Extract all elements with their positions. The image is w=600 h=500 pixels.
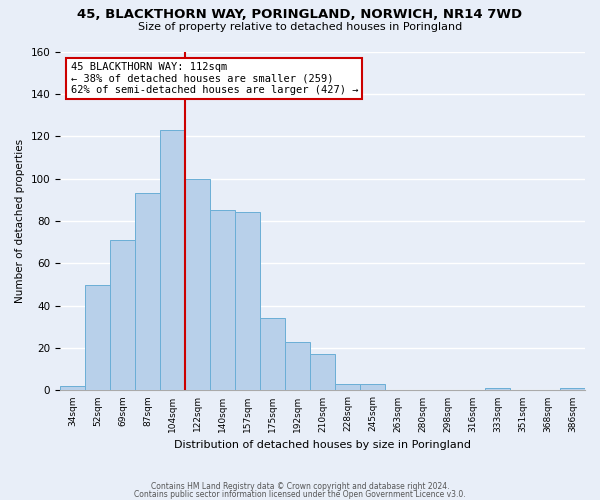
Bar (110, 240, 135, 390)
Text: 45, BLACKTHORN WAY, PORINGLAND, NORWICH, NR14 7WD: 45, BLACKTHORN WAY, PORINGLAND, NORWICH,… (77, 8, 523, 20)
Bar (210, 210, 235, 390)
Bar (160, 130, 185, 390)
Bar (335, 384, 360, 390)
Bar (285, 342, 310, 390)
Text: Contains public sector information licensed under the Open Government Licence v3: Contains public sector information licen… (134, 490, 466, 499)
Bar (235, 212, 260, 390)
Text: Size of property relative to detached houses in Poringland: Size of property relative to detached ho… (138, 22, 462, 32)
Y-axis label: Number of detached properties: Number of detached properties (15, 139, 25, 303)
Bar (485, 388, 510, 390)
Text: 45 BLACKTHORN WAY: 112sqm
← 38% of detached houses are smaller (259)
62% of semi: 45 BLACKTHORN WAY: 112sqm ← 38% of detac… (71, 62, 358, 95)
Bar (360, 384, 385, 390)
X-axis label: Distribution of detached houses by size in Poringland: Distribution of detached houses by size … (174, 440, 471, 450)
Bar (135, 194, 160, 390)
Bar (310, 354, 335, 390)
Bar (60, 386, 85, 390)
Bar (560, 388, 585, 390)
Bar (185, 178, 210, 390)
Bar (85, 284, 110, 391)
Text: Contains HM Land Registry data © Crown copyright and database right 2024.: Contains HM Land Registry data © Crown c… (151, 482, 449, 491)
Bar (260, 318, 285, 390)
